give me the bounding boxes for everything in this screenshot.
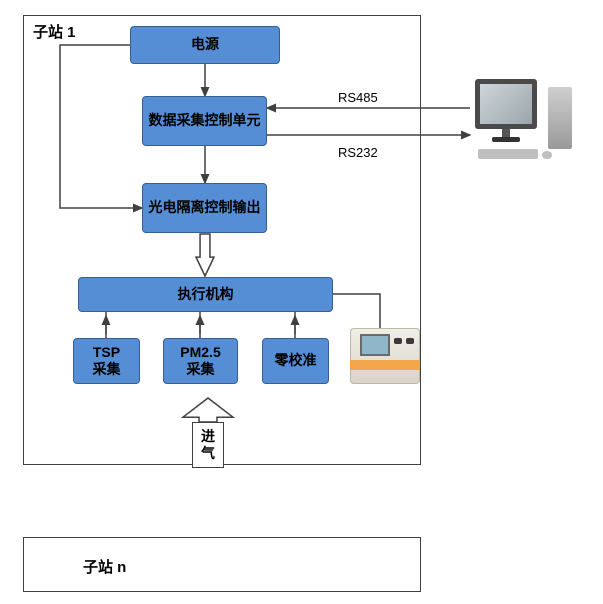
node-power: 电源	[130, 26, 280, 64]
region-title-substation1: 子站 1	[33, 21, 76, 42]
node-intake: 进 气	[192, 422, 224, 468]
node-actuator: 执行机构	[78, 277, 333, 312]
edge-label-11: RS232	[338, 145, 378, 160]
computer-icon	[470, 79, 580, 169]
node-tsp: TSP 采集	[73, 338, 140, 384]
node-pm25: PM2.5 采集	[163, 338, 238, 384]
region-substation1	[23, 15, 421, 465]
node-zero: 零校准	[262, 338, 329, 384]
region-title-substationN: 子站 n	[83, 556, 126, 577]
node-daq: 数据采集控制单元	[142, 96, 267, 146]
node-opto: 光电隔离控制输出	[142, 183, 267, 233]
edge-label-10: RS485	[338, 90, 378, 105]
dust-monitor-icon	[350, 328, 420, 384]
